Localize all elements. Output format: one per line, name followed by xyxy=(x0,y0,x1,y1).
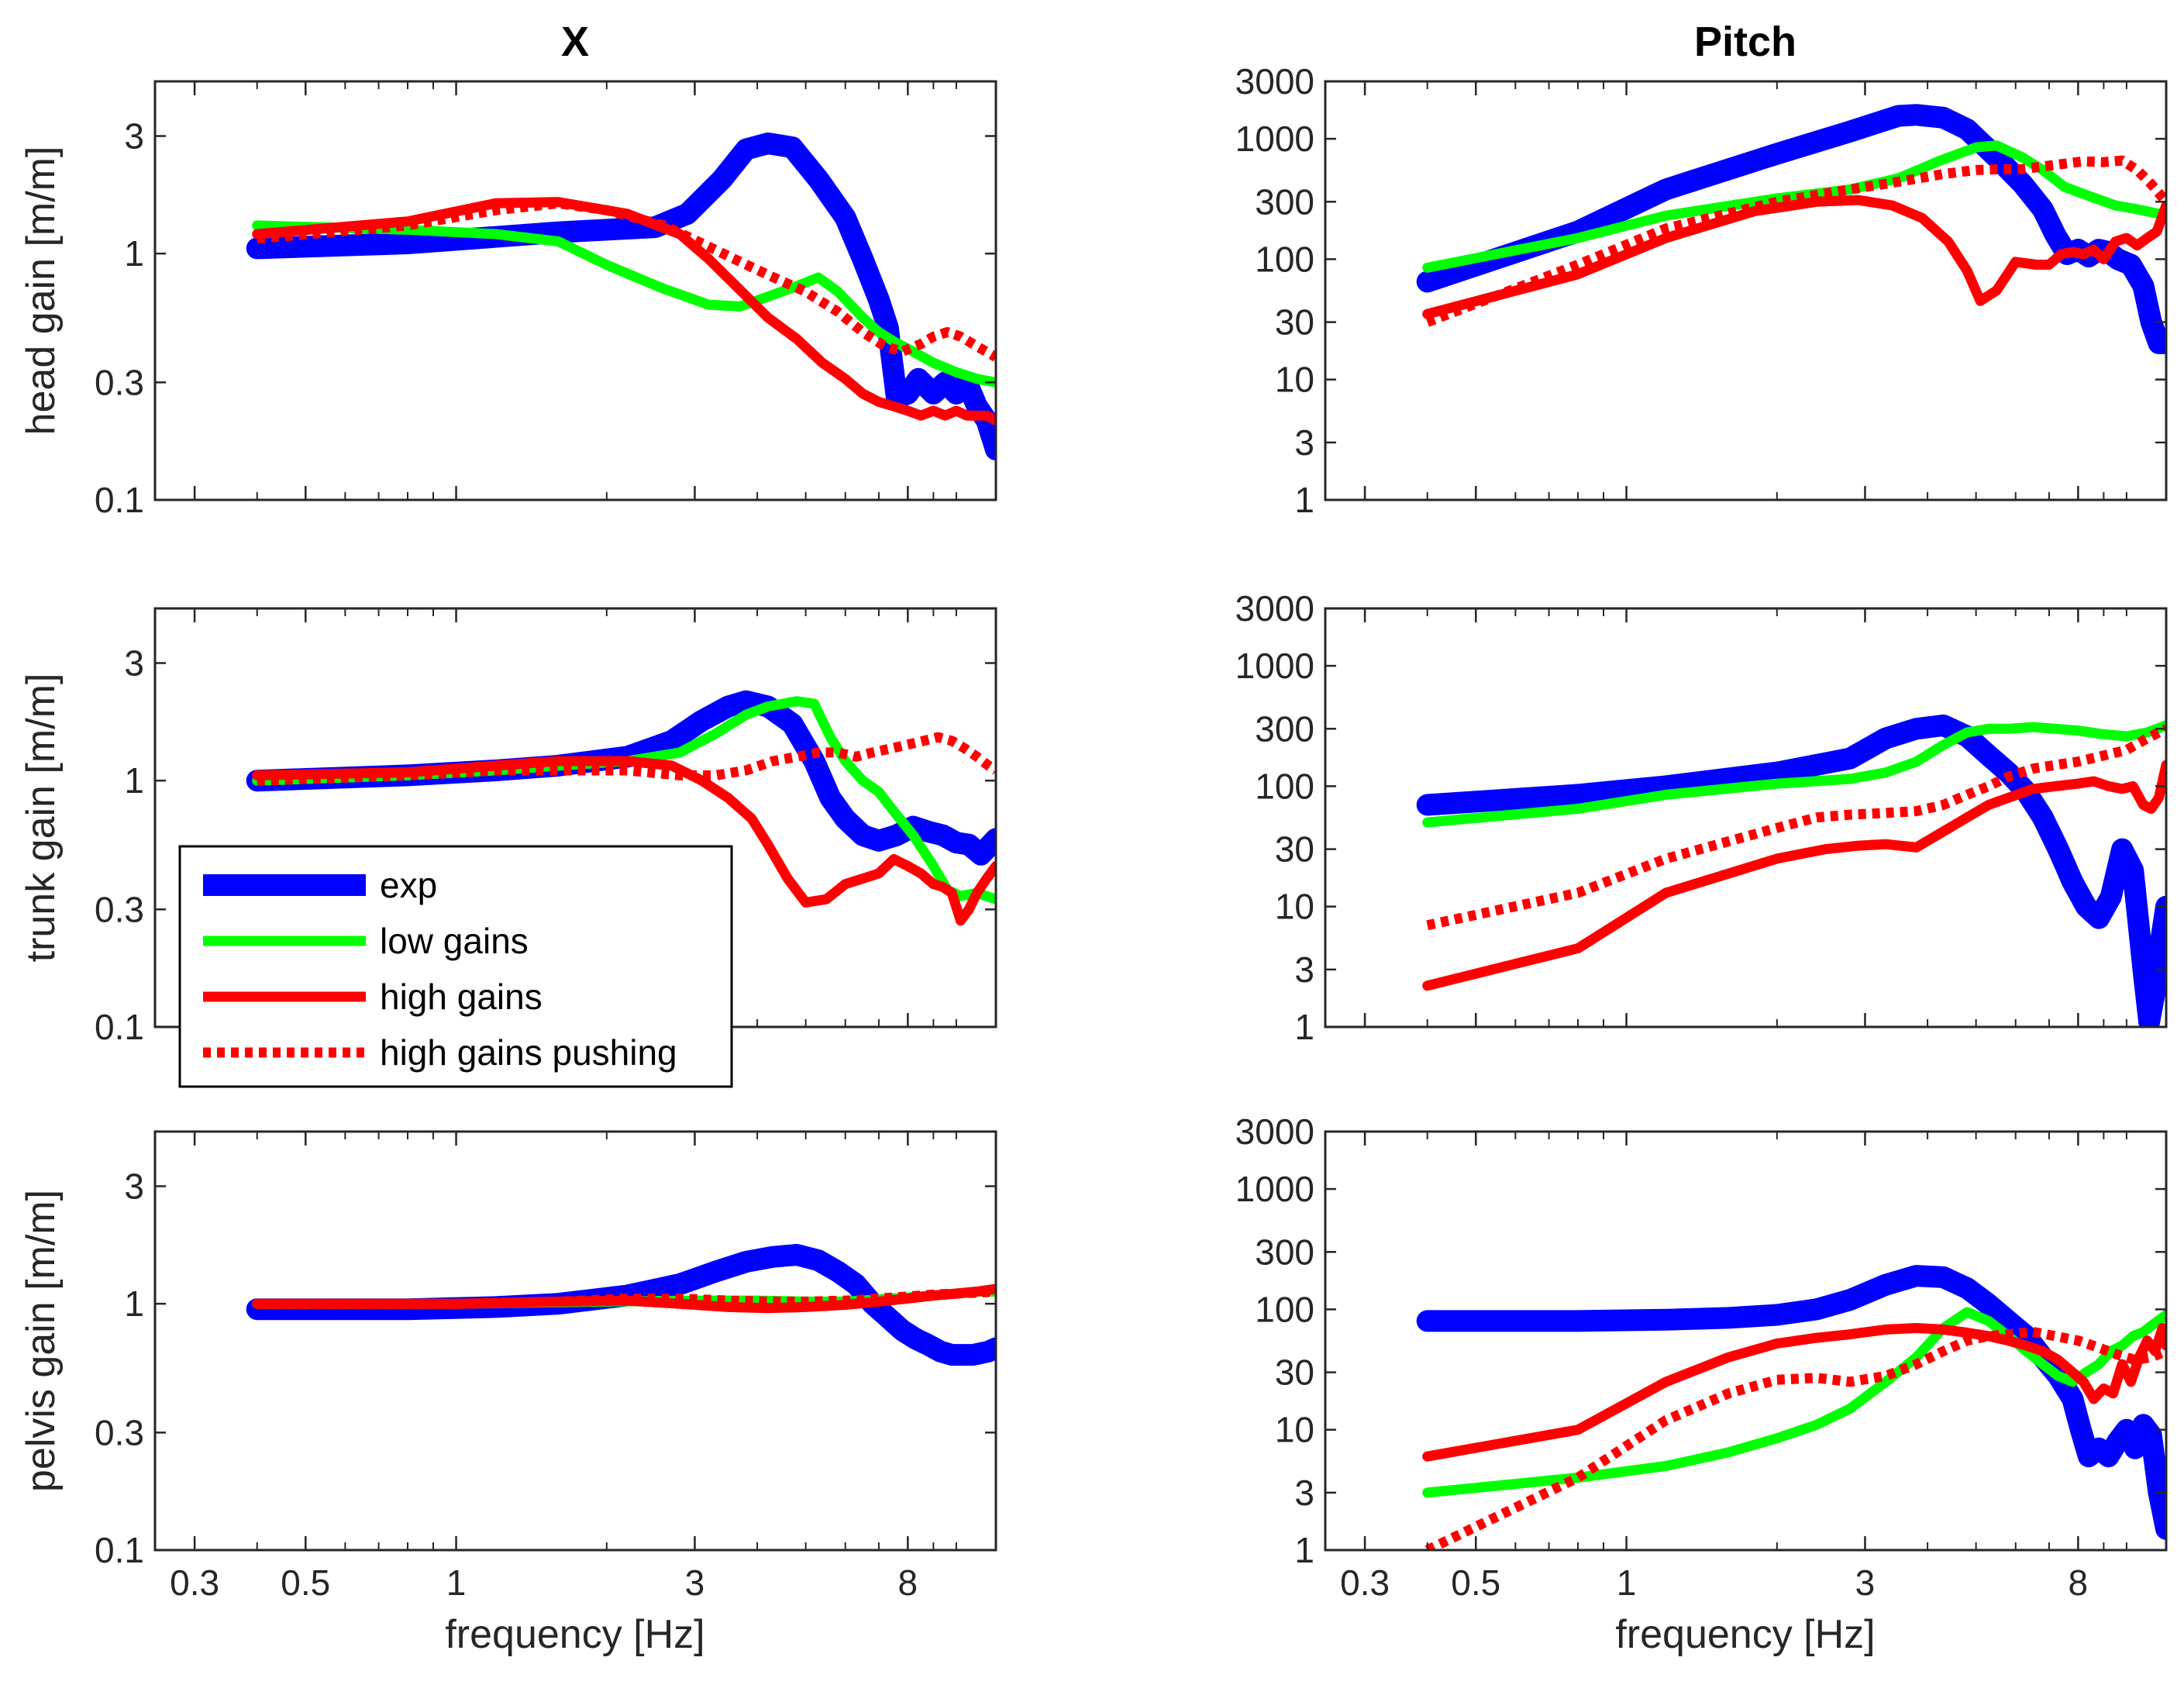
y-tick-label: 3 xyxy=(1294,1473,1314,1513)
y-tick-label: 1 xyxy=(124,233,144,274)
series-group xyxy=(246,133,996,461)
y-tick-label: 30 xyxy=(1275,829,1314,870)
y-tick-label: 30 xyxy=(1275,1352,1314,1393)
y-tick-label: 100 xyxy=(1255,766,1314,806)
legend-label: low gains xyxy=(380,921,529,961)
y-tick-label: 1 xyxy=(1294,1530,1314,1570)
y-axis-label: head gain [m/m] xyxy=(19,146,64,436)
y-tick-label: 300 xyxy=(1255,181,1314,222)
y-tick-label: 0.3 xyxy=(95,362,144,402)
y-tick-label: 1 xyxy=(124,760,144,801)
title-pitch: Pitch xyxy=(1694,19,1796,65)
series-exp xyxy=(1416,714,2166,1027)
x-tick-label: 1 xyxy=(1617,1562,1637,1603)
series-high-gains xyxy=(252,756,996,926)
y-tick-label: 0.3 xyxy=(95,1412,144,1452)
x-tick-label: 3 xyxy=(1855,1562,1876,1603)
y-tick-label: 1 xyxy=(124,1283,144,1324)
title-x: X xyxy=(561,19,589,65)
y-tick-label: 3 xyxy=(1294,949,1314,990)
series-exp xyxy=(1416,104,2166,354)
y-tick-label: 3000 xyxy=(1235,588,1314,629)
y-tick-label: 3 xyxy=(1294,422,1314,463)
series-group xyxy=(1416,714,2166,1027)
series-high-gains xyxy=(1422,195,2166,319)
xlabel-right: frequency [Hz] xyxy=(1615,1612,1875,1657)
y-tick-label: 1000 xyxy=(1235,646,1314,686)
panel-x-head: 0.1 0.3 1 3 head gain [m/m] xyxy=(19,80,997,520)
series-low-gains xyxy=(1422,720,2166,828)
x-tick-label: 1 xyxy=(446,1562,467,1603)
y-tick-label: 100 xyxy=(1255,239,1314,279)
axes-box xyxy=(1324,1130,2168,1552)
panel-x-trunk: 0.1 0.3 1 3 trunk gain [m/m] xyxy=(19,607,997,1047)
x-tick-label: 8 xyxy=(2069,1562,2089,1603)
axes-box xyxy=(153,1130,997,1552)
y-tick-label: 1 xyxy=(1294,480,1314,520)
panel-pitch-trunk: 1 3 10 30 100 300 1000 3000 xyxy=(1235,588,2168,1047)
y-tick-label: 3 xyxy=(124,643,144,684)
series-high-gains-pushing xyxy=(257,1287,996,1309)
x-tick-label: 0.3 xyxy=(1340,1562,1390,1603)
series-high-gains xyxy=(252,197,996,426)
series-group xyxy=(1416,1265,2166,1550)
series-group xyxy=(246,1244,996,1366)
axes-box xyxy=(153,80,997,501)
y-tick-label: 30 xyxy=(1275,302,1314,343)
y-tick-label: 10 xyxy=(1275,1410,1314,1450)
x-tick-label: 3 xyxy=(685,1562,705,1603)
series-group xyxy=(1416,104,2166,354)
legend: exp low gains high gains high gains pushing xyxy=(178,845,733,1088)
axes-box xyxy=(1324,80,2168,501)
x-tick-label: 8 xyxy=(898,1562,918,1603)
x-tick-label: 0.5 xyxy=(281,1562,330,1603)
y-tick-label: 300 xyxy=(1255,708,1314,749)
y-tick-label: 1000 xyxy=(1235,1169,1314,1209)
series-low-gains xyxy=(252,220,996,388)
series-high-gains-pushing xyxy=(1426,724,2166,931)
y-tick-label: 0.1 xyxy=(95,1530,144,1570)
y-axis-label: trunk gain [m/m] xyxy=(19,674,64,963)
series-low-gains xyxy=(1422,140,2166,273)
x-tick-label: 0.5 xyxy=(1451,1562,1500,1603)
series-high-gains xyxy=(1422,760,2166,991)
y-tick-label: 100 xyxy=(1255,1289,1314,1329)
y-axis-label: pelvis gain [m/m] xyxy=(19,1190,64,1492)
y-tick-label: 1 xyxy=(1294,1007,1314,1047)
legend-label: high gains pushing xyxy=(380,1032,677,1073)
x-tick-label: 0.3 xyxy=(170,1562,219,1603)
y-tick-label: 0.1 xyxy=(95,480,144,520)
xlabel-left: frequency [Hz] xyxy=(445,1612,704,1657)
y-tick-label: 0.1 xyxy=(95,1007,144,1047)
series-high-gains-pushing xyxy=(1425,155,2166,327)
axes-box xyxy=(1324,607,2168,1028)
y-tick-label: 10 xyxy=(1275,360,1314,400)
y-tick-label: 3 xyxy=(124,116,144,157)
series-high-gains-pushing xyxy=(1424,1327,2166,1550)
y-tick-label: 3000 xyxy=(1235,61,1314,102)
legend-label: high gains xyxy=(380,977,543,1017)
y-tick-label: 3000 xyxy=(1235,1111,1314,1152)
y-tick-label: 300 xyxy=(1255,1232,1314,1272)
series-exp xyxy=(246,133,996,461)
series-high-gains-pushing xyxy=(257,198,996,362)
y-tick-label: 3 xyxy=(124,1166,144,1207)
series-group xyxy=(246,690,996,926)
y-tick-label: 0.3 xyxy=(95,889,144,929)
series-exp xyxy=(1416,1265,2166,1540)
panels-group: 0.1 0.3 1 3 head gain [m/m] 1 3 10 30 100 300 1000 3… xyxy=(19,61,2168,1603)
series-high-gains xyxy=(1422,1323,2166,1462)
legend-label: exp xyxy=(380,865,437,905)
y-tick-label: 1000 xyxy=(1235,119,1314,159)
panel-x-pelvis: 0.3 0.5 1 3 8 0.1 0.3 1 3 pelvis gain [m/m] xyxy=(19,1130,997,1603)
panel-pitch-head: 1 3 10 30 100 300 1000 3000 xyxy=(1235,61,2168,520)
y-tick-label: 10 xyxy=(1275,887,1314,927)
